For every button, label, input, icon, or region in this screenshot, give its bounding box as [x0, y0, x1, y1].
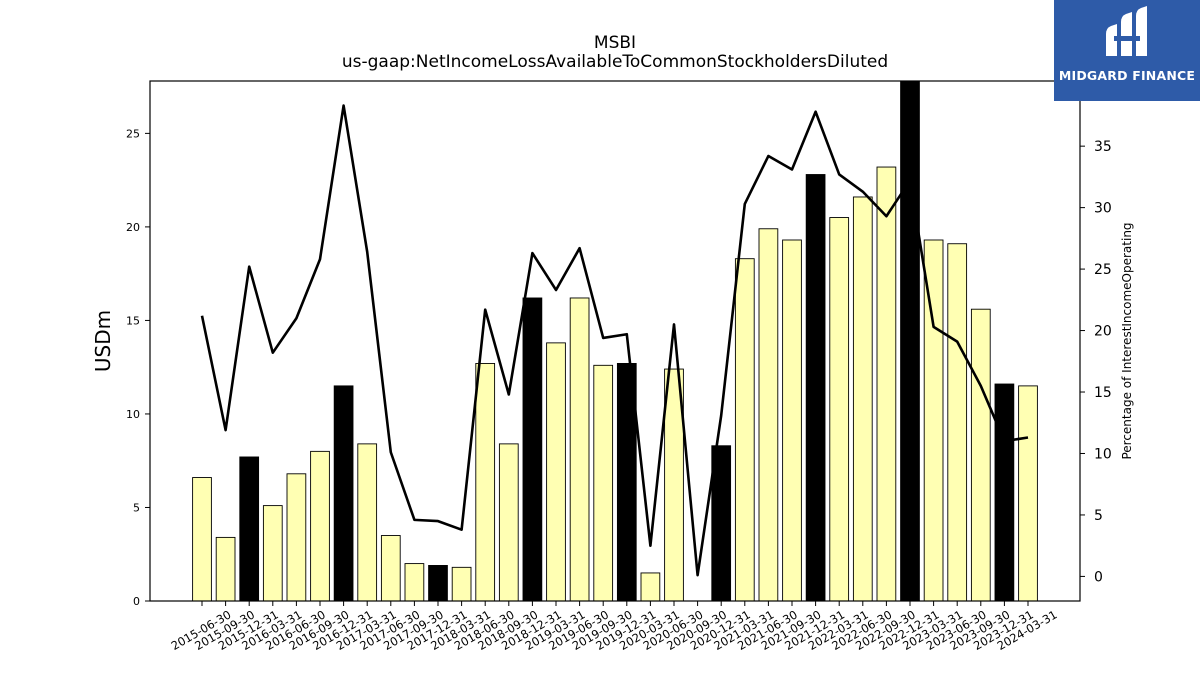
y-tick-label: 0 — [133, 595, 140, 608]
y2-tick-label: 20 — [1094, 324, 1112, 340]
logo-text: MIDGARD FINANCE — [1058, 68, 1196, 83]
y2-tick-label: 10 — [1094, 446, 1112, 462]
bar-2018-09-30 — [498, 443, 519, 602]
y-tick-label: 20 — [126, 221, 140, 234]
y-tick-label: 10 — [126, 408, 140, 421]
bar-2017-06-30 — [380, 535, 401, 602]
bar-2022-12-31 — [900, 80, 920, 602]
y2-tick-label: 35 — [1094, 139, 1112, 155]
bar-2020-03-31 — [640, 572, 661, 602]
bar-2021-09-30 — [782, 239, 802, 602]
y2-tick-label: 0 — [1094, 569, 1103, 585]
bar-2018-06-30 — [475, 362, 496, 602]
y-tick-label: 5 — [133, 501, 140, 514]
chart-subtitle: us-gaap:NetIncomeLossAvailableToCommonSt… — [341, 52, 889, 72]
bar-2019-06-30 — [569, 297, 590, 602]
bar-2017-03-31 — [357, 443, 378, 602]
y2-tick-label: 5 — [1094, 508, 1103, 524]
line-layer — [200, 104, 1029, 577]
bar-2015-06-30 — [192, 477, 212, 602]
y2-tick-label: 25 — [1094, 262, 1112, 278]
line-series — [200, 104, 1029, 577]
bar-2022-06-30 — [852, 196, 873, 602]
y-tick-label: 25 — [126, 127, 140, 140]
bar-2017-12-31 — [428, 565, 448, 602]
bar-2015-09-30 — [215, 536, 236, 602]
chart-title: MSBI — [593, 33, 637, 53]
bar-2019-03-31 — [546, 342, 566, 602]
bar-2023-06-30 — [947, 243, 968, 602]
bar-2016-09-30 — [310, 450, 330, 602]
bar-2018-03-31 — [451, 566, 472, 602]
bar-2022-09-30 — [876, 166, 897, 602]
bar-2021-12-31 — [805, 174, 826, 602]
bar-2017-09-30 — [404, 563, 425, 602]
bar-2021-06-30 — [758, 228, 779, 602]
bar-2018-12-31 — [522, 297, 543, 602]
bar-2023-09-30 — [970, 308, 991, 602]
bar-2022-03-31 — [829, 217, 850, 602]
logo-mark-icon — [1106, 6, 1147, 56]
axes-layer: 0510152025051015202530352015-06-302015-0… — [126, 80, 1112, 653]
bars-layer — [192, 80, 1038, 602]
y-tick-label: 15 — [126, 314, 140, 327]
bar-2016-06-30 — [286, 473, 307, 602]
bar-2023-12-31 — [994, 383, 1015, 602]
bar-2019-09-30 — [593, 364, 614, 602]
y2-axis-label: Percentage of InterestIncomeOperating — [1120, 222, 1134, 459]
y2-tick-label: 15 — [1094, 385, 1112, 401]
y-axis-label: USDm — [91, 310, 115, 372]
bar-2015-12-31 — [239, 456, 260, 602]
bar-2020-12-31 — [711, 445, 732, 602]
bar-2024-03-31 — [1018, 385, 1038, 602]
brand-logo: MIDGARD FINANCE — [1054, 0, 1200, 101]
bar-2016-12-31 — [333, 385, 354, 602]
plot-frame — [149, 80, 1081, 602]
bar-2021-03-31 — [734, 258, 755, 602]
y2-tick-label: 30 — [1094, 201, 1112, 217]
bar-2016-03-31 — [262, 505, 283, 602]
